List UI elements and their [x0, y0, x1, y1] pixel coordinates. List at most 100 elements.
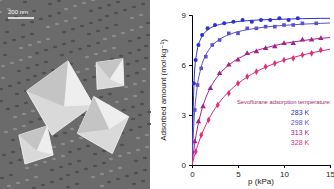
texture-grain — [34, 164, 38, 166]
texture-grain — [126, 63, 130, 65]
texture-grain — [30, 33, 34, 35]
texture-grain — [54, 135, 58, 137]
texture-grain — [53, 46, 57, 48]
tick-mark — [238, 165, 239, 168]
texture-grain — [146, 22, 150, 24]
texture-grain — [68, 163, 72, 165]
texture-grain — [35, 52, 39, 54]
texture-grain — [119, 55, 123, 57]
texture-grain — [130, 29, 134, 31]
texture-grain — [98, 7, 102, 9]
texture-grain — [98, 19, 102, 21]
texture-grain — [136, 137, 140, 139]
texture-grain — [32, 10, 36, 12]
texture-grain — [137, 49, 141, 51]
texture-grain — [44, 49, 48, 51]
tick: 9 — [182, 11, 192, 20]
tick-mark — [330, 165, 331, 168]
tick-mark — [189, 115, 192, 116]
texture-grain — [100, 173, 104, 175]
data-point — [200, 104, 205, 109]
texture-grain — [93, 165, 97, 167]
texture-grain — [48, 15, 52, 17]
texture-grain — [123, 9, 127, 11]
texture-grain — [116, 1, 120, 3]
fit-line — [192, 18, 330, 165]
texture-grain — [52, 146, 56, 148]
texture-grain — [85, 68, 89, 70]
texture-grain — [17, 82, 21, 84]
data-point — [268, 18, 272, 22]
texture-grain — [145, 146, 149, 148]
texture-grain — [23, 1, 27, 3]
texture-grain — [82, 2, 86, 4]
texture-grain — [120, 144, 124, 146]
texture-grain — [93, 153, 97, 155]
texture-grain — [16, 182, 20, 184]
data-point — [196, 119, 201, 124]
data-point — [236, 80, 240, 87]
data-point — [291, 55, 295, 62]
data-point — [291, 23, 295, 27]
texture-grain — [28, 56, 32, 58]
texture-grain — [1, 77, 5, 79]
texture-grain — [108, 93, 112, 95]
texture-grain — [3, 42, 7, 44]
texture-grain — [79, 137, 83, 139]
axis-line — [193, 166, 331, 169]
texture-grain — [122, 109, 126, 111]
texture-grain — [80, 25, 84, 27]
texture-grain — [107, 181, 111, 183]
texture-grain — [71, 40, 75, 42]
texture-grain — [62, 31, 66, 33]
scale-bar — [8, 17, 34, 19]
figure: 200 nm0510150369p (kPa)Adsorbed amount (… — [0, 0, 334, 189]
texture-grain — [57, 12, 61, 14]
texture-grain — [46, 38, 50, 40]
texture-grain — [144, 57, 148, 59]
texture-grain — [77, 160, 81, 162]
data-point — [217, 70, 222, 75]
texture-grain — [146, 34, 150, 36]
data-point — [207, 117, 211, 124]
tick: 3 — [182, 111, 192, 120]
texture-grain — [124, 86, 128, 88]
texture-grain — [52, 158, 56, 160]
data-point — [206, 26, 210, 30]
texture-grain — [130, 17, 134, 19]
texture-grain — [9, 174, 13, 176]
data-point — [210, 43, 214, 47]
texture-grain — [133, 83, 137, 85]
plot-area — [192, 16, 330, 165]
data-point — [194, 148, 198, 155]
data-point — [310, 50, 314, 57]
texture-grain — [48, 3, 52, 5]
data-point — [259, 18, 263, 22]
data-point — [216, 102, 220, 109]
texture-grain — [5, 31, 9, 33]
scale-bar-label: 200 nm — [8, 9, 28, 15]
data-point — [204, 55, 208, 59]
texture-grain — [9, 162, 13, 164]
texture-grain — [12, 39, 16, 41]
tick: 5 — [236, 165, 241, 179]
texture-grain — [107, 4, 111, 6]
legend-entry: 298 K — [291, 119, 310, 126]
texture-grain — [140, 103, 144, 105]
crystal-face — [8, 116, 64, 174]
texture-grain — [42, 72, 46, 74]
texture-grain — [103, 38, 107, 40]
crystal-face — [68, 88, 138, 162]
texture-grain — [0, 100, 3, 102]
axis-line — [189, 16, 193, 166]
texture-grain — [78, 48, 82, 50]
texture-grain — [57, 0, 61, 2]
data-point — [263, 45, 268, 50]
data-point — [264, 25, 268, 29]
texture-grain — [75, 171, 79, 173]
texture-grain — [105, 15, 109, 17]
texture-grain — [11, 139, 15, 141]
legend-entry: 328 K — [291, 139, 310, 146]
crystal-face — [83, 47, 136, 101]
texture-grain — [21, 24, 25, 26]
